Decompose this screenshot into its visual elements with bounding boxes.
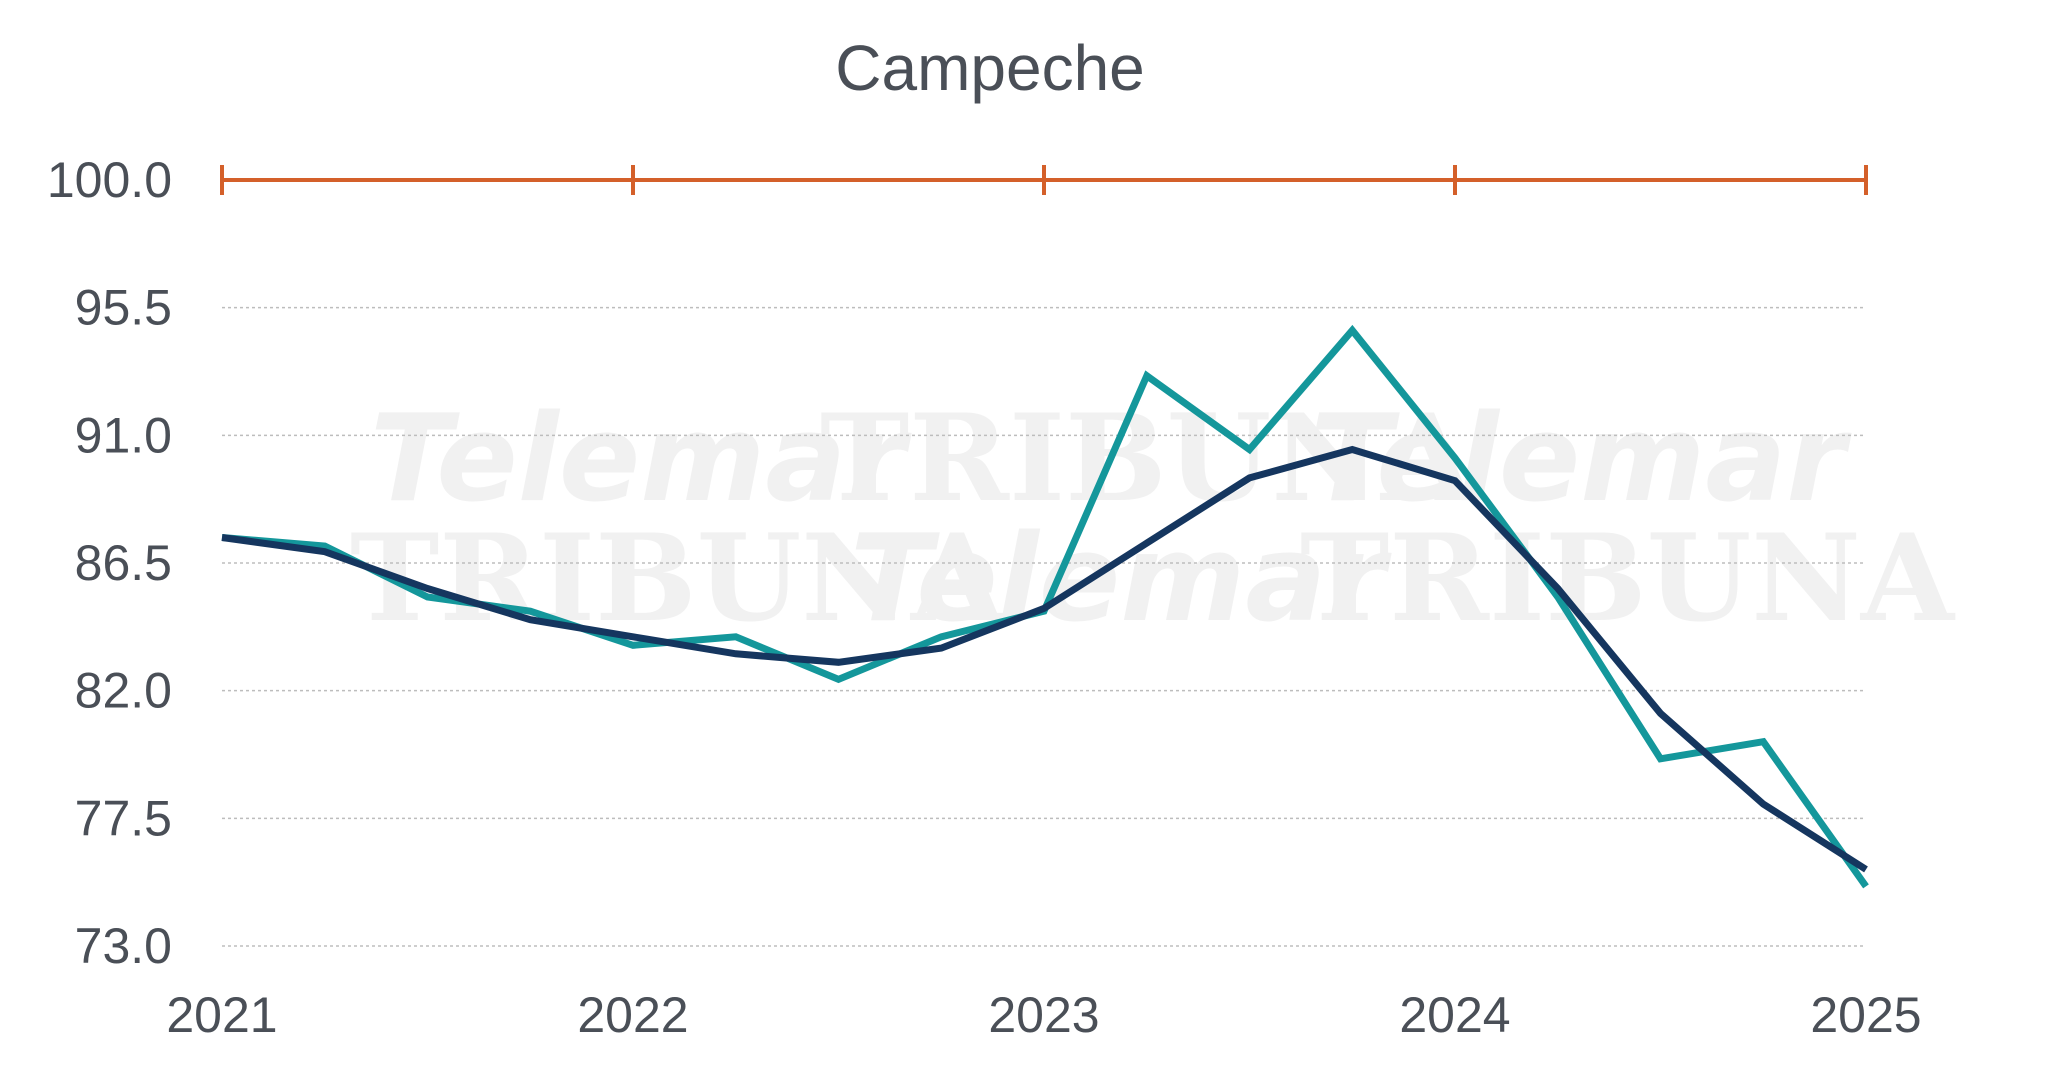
y-tick-label: 73.0 <box>75 918 172 974</box>
x-axis: 2021 2022 2023 2024 2025 <box>166 987 1921 1043</box>
gridlines <box>222 306 1866 947</box>
x-tick-label: 2022 <box>577 987 688 1043</box>
reference-line <box>220 165 1868 195</box>
watermark-text-4: TRIBUNA <box>350 508 1006 649</box>
series-lines <box>221 324 1869 889</box>
watermark: Telemar TRIBUNA Telemar TRIBUNA Telemar … <box>350 388 1956 649</box>
y-tick-label: 86.5 <box>75 535 172 591</box>
y-axis: 73.0 77.5 82.0 86.5 91.0 95.5 100.0 <box>47 152 172 974</box>
watermark-text-2: TRIBUNA <box>820 388 1476 529</box>
x-tick-label: 2024 <box>1399 987 1510 1043</box>
y-tick-label: 77.5 <box>75 790 172 846</box>
x-tick-label: 2023 <box>988 987 1099 1043</box>
chart-title: Campeche <box>835 32 1145 104</box>
y-tick-label: 100.0 <box>47 152 172 208</box>
y-tick-label: 82.0 <box>75 663 172 719</box>
watermark-text-5: Telemar <box>850 510 1392 649</box>
watermark-text-6: TRIBUNA <box>1300 508 1956 649</box>
watermark-text-1: Telemar <box>370 390 912 529</box>
watermark-text-3: Telemar <box>1310 390 1852 529</box>
x-tick-label: 2021 <box>166 987 277 1043</box>
x-tick-label: 2025 <box>1810 987 1921 1043</box>
y-tick-label: 91.0 <box>75 407 172 463</box>
y-tick-label: 95.5 <box>75 280 172 336</box>
